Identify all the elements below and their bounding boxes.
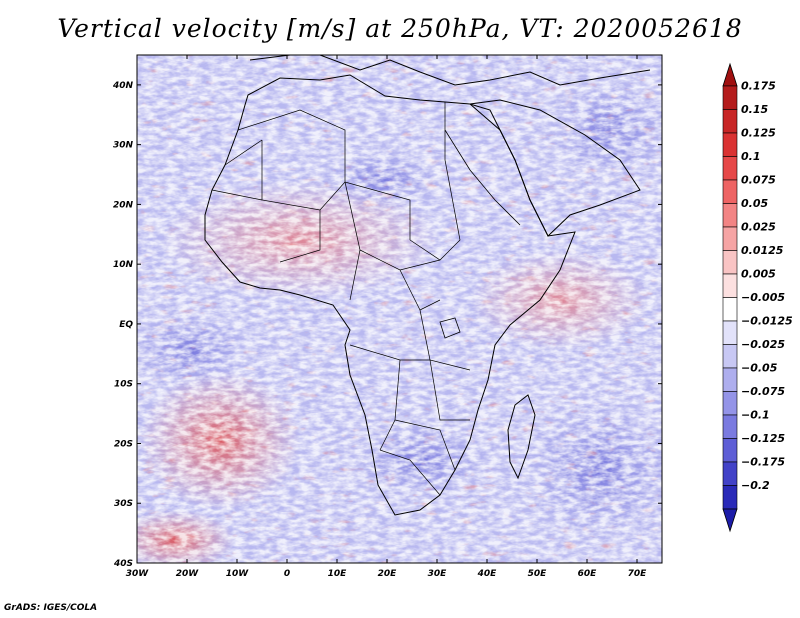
red-sea [444,129,521,226]
y-tick-label: 10N [113,260,134,270]
colorbar-swatch [722,109,738,134]
colorbar-swatch [722,485,738,510]
colorbar-label: −0.2 [741,479,770,492]
colorbar-swatch [722,414,738,439]
x-tick-label: 20W [176,569,200,579]
colorbar-label: −0.05 [741,362,778,375]
x-tick-label: 50E [528,569,548,579]
colorbar-swatch [722,132,738,157]
x-tick-label: 0 [284,569,290,579]
colorbar-label: −0.005 [741,291,785,304]
colorbar-swatch [722,179,738,204]
colorbar-label: 0.0125 [741,244,784,257]
arabia-coastline [468,99,641,237]
colorbar-swatch [722,226,738,251]
colorbar-top-arrow [722,62,738,87]
lake-victoria [439,317,461,339]
y-tick-label: 10S [114,380,133,390]
colorbar-bottom-arrow [722,508,738,533]
coastlines [204,55,651,516]
x-tick-label: 10W [226,569,250,579]
colorbar-label: 0.125 [741,127,776,140]
x-tick-label: 30W [126,569,150,579]
y-tick-label: 20S [114,439,133,449]
y-tick-label: 30N [113,141,134,151]
colorbar-label: −0.0125 [741,315,793,328]
credit-text: GrADS: IGES/COLA [4,603,98,613]
x-tick-label: 30E [428,569,448,579]
map-title: Vertical velocity [m/s] at 250hPa, VT: 2… [57,14,743,43]
colorbar-label: 0.175 [741,80,776,93]
x-tick-label: 40E [477,569,498,579]
colorbar-swatch [722,438,738,463]
plot-frame [136,54,663,564]
x-tick-label: 20E [378,569,398,579]
colorbar-swatch [722,344,738,369]
x-tick-label: 70E [628,569,648,579]
colorbar-label: 0.15 [741,103,768,116]
colorbar-label: −0.175 [741,456,785,469]
colorbar-label: 0.1 [741,150,761,163]
colorbar-label: −0.075 [741,385,785,398]
colorbar-swatch [722,273,738,298]
colorbar-swatch [722,461,738,486]
colorbar-label: 0.075 [741,174,776,187]
colorbar-swatch [722,203,738,228]
colorbar-swatch [722,156,738,181]
colorbar-label: 0.005 [741,268,776,281]
x-tick-label: 60E [578,569,598,579]
y-tick-label: 30S [114,499,133,509]
colorbar: 0.175 0.15 0.125 0.1 0.075 0.05 0.025 0.0125 0.0… [722,62,793,533]
europe-coastline [249,55,651,86]
country-borders [211,102,471,496]
madagascar-coastline [507,394,536,480]
y-tick-label: 40S [113,559,133,569]
colorbar-swatch [722,391,738,416]
colorbar-label: 0.05 [741,197,768,210]
y-tick-label: EQ [119,320,133,330]
colorbar-label: −0.1 [741,409,770,422]
colorbar-label: 0.025 [741,221,776,234]
colorbar-swatch [722,85,738,110]
y-tick-label: 40N [112,81,134,91]
x-tick-label: 10E [328,569,348,579]
colorbar-swatch [722,320,738,345]
colorbar-swatch [722,250,738,275]
x-axis: 30W 20W 10W 0 10E 20E 30E 40E 50E 60E 70E [126,55,647,579]
field-texture-white [137,55,662,563]
colorbar-label: −0.025 [741,338,785,351]
colorbar-swatch [722,367,738,392]
velocity-field [137,55,662,563]
y-axis: 40N 30N 20N 10N EQ 10S 20S 30S 40S [112,81,662,569]
colorbar-label: −0.125 [741,432,785,445]
africa-coastline [204,74,576,516]
colorbar-swatch [722,297,738,322]
y-tick-label: 20N [113,200,134,210]
